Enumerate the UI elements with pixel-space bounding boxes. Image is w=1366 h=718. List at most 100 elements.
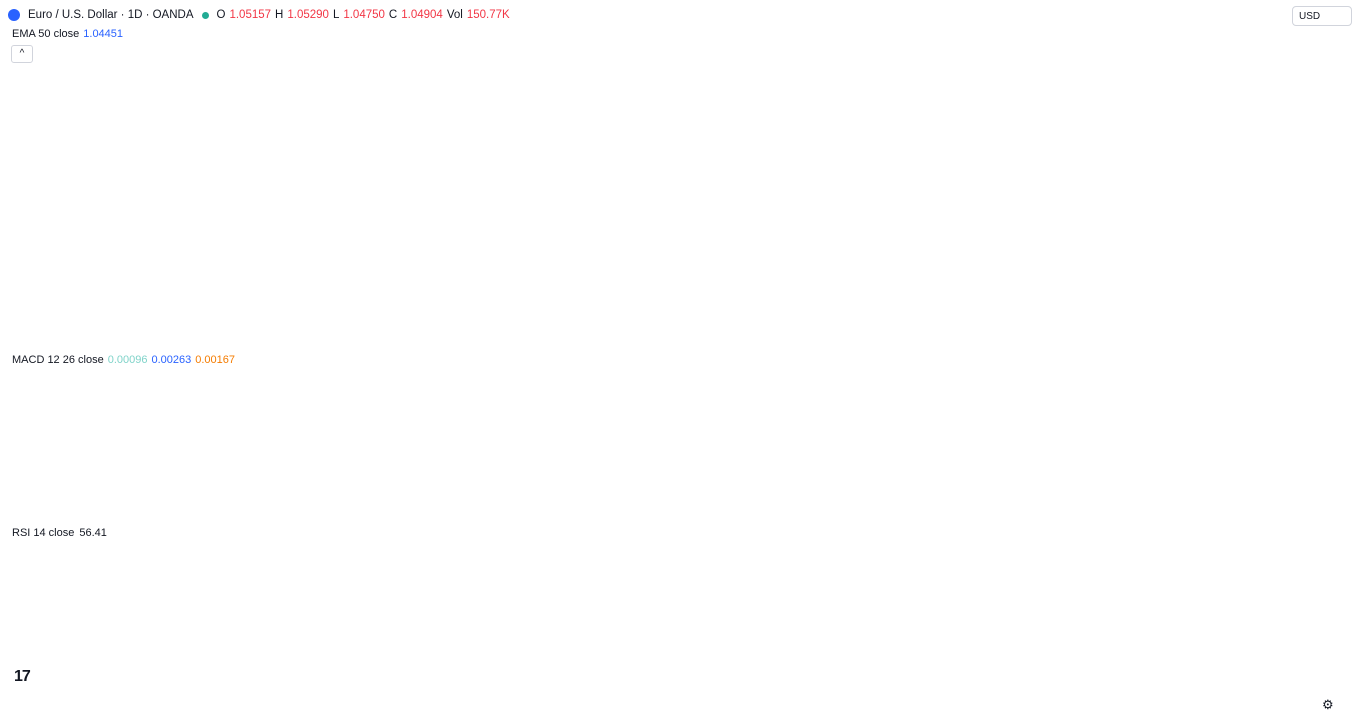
- price-axis-label: 1.08000: [1300, 142, 1344, 156]
- candle-body: [322, 123, 330, 132]
- symbol-title[interactable]: Euro / U.S. Dollar · 1D · OANDA: [28, 9, 194, 21]
- open-value: 1.05157: [229, 9, 272, 21]
- candle-body: [1042, 267, 1050, 271]
- macd-histogram-bar: [1093, 431, 1097, 432]
- macd-histogram-bar: [558, 420, 562, 431]
- candle-body: [820, 148, 828, 158]
- macd-histogram-bar: [358, 423, 362, 431]
- candle-body: [444, 123, 452, 127]
- macd-histogram-bar: [252, 427, 256, 431]
- macd-histogram-bar: [1057, 431, 1061, 433]
- macd-signal-value: 0.00167: [195, 354, 236, 366]
- macd-histogram-bar: [1186, 427, 1190, 431]
- macd-histogram-bar: [23, 420, 27, 431]
- macd-histogram-bar: [1136, 420, 1140, 431]
- macd-histogram-bar: [808, 431, 812, 433]
- settings-gear-icon[interactable]: ⚙: [1322, 697, 1334, 712]
- macd-histogram-bar: [522, 431, 526, 432]
- candle-body: [222, 160, 230, 166]
- rsi-value: 56.41: [79, 527, 107, 539]
- candle-body: [1120, 256, 1128, 277]
- macd-histogram-bar: [494, 420, 498, 431]
- candle-body: [155, 194, 163, 200]
- macd-histogram-bar: [530, 431, 534, 432]
- macd-histogram-bar: [9, 420, 13, 431]
- macd-histogram-bar: [273, 431, 277, 439]
- high-label: H: [275, 9, 284, 21]
- ema-legend[interactable]: EMA 50 close 1.04451: [12, 28, 123, 40]
- macd-histogram-bar: [237, 420, 241, 431]
- macd-histogram-bar: [280, 431, 284, 442]
- candle-body: [355, 154, 363, 172]
- macd-line-value: 0.00263: [151, 354, 192, 366]
- macd-histogram-bar: [708, 431, 712, 432]
- macd-histogram-bar: [1150, 427, 1154, 431]
- macd-histogram-bar: [337, 423, 341, 431]
- macd-histogram-bar: [102, 431, 106, 442]
- macd-label: MACD 12 26 close: [12, 354, 104, 366]
- macd-histogram-bar: [152, 431, 156, 437]
- macd-histogram-bar: [73, 431, 77, 435]
- macd-histogram-bar: [1257, 419, 1261, 431]
- macd-histogram-bar: [2, 420, 6, 431]
- macd-histogram-bar: [587, 418, 591, 431]
- candle-body: [1231, 245, 1239, 251]
- macd-histogram-bar: [786, 431, 790, 439]
- fib-level-label: 50.00% (1.07037): [664, 164, 744, 175]
- macd-legend[interactable]: MACD 12 26 close 0.00096 0.00263 0.00167: [12, 354, 235, 366]
- macd-histogram-bar: [1129, 416, 1133, 431]
- macd-histogram-bar: [1207, 420, 1211, 431]
- candle-body: [377, 177, 385, 180]
- macd-histogram-bar: [965, 420, 969, 431]
- collapse-indicators-button[interactable]: ^: [11, 45, 33, 63]
- macd-histogram-bar: [986, 431, 990, 432]
- macd-histogram-bar: [401, 431, 405, 439]
- macd-histogram-bar: [1029, 431, 1033, 432]
- macd-histogram-bar: [886, 431, 890, 442]
- candle-body: [687, 49, 695, 56]
- macd-histogram-bar: [736, 431, 740, 442]
- macd-histogram-bar: [38, 420, 42, 431]
- rsi-legend[interactable]: RSI 14 close 56.41: [12, 527, 107, 539]
- macd-histogram-bar: [915, 431, 919, 435]
- macd-histogram-bar: [202, 420, 206, 431]
- time-axis-label: Aug: [539, 699, 560, 713]
- currency-button[interactable]: USD: [1292, 6, 1352, 26]
- macd-histogram-bar: [836, 420, 840, 431]
- macd-histogram-bar: [908, 431, 912, 439]
- candle-body: [89, 134, 97, 144]
- macd-histogram-bar: [1014, 423, 1018, 431]
- macd-axis-label: 0.00000: [1300, 424, 1344, 438]
- candle-body: [621, 41, 629, 45]
- macd-histogram-bar: [822, 427, 826, 431]
- candle-body: [854, 120, 862, 132]
- candle-body: [965, 213, 973, 220]
- rsi-label: RSI 14 close: [12, 527, 75, 539]
- candle-body: [466, 126, 474, 130]
- macd-histogram-bar: [565, 420, 569, 431]
- candle-body: [876, 151, 884, 166]
- macd-histogram-bar: [651, 431, 655, 432]
- candle-body: [588, 75, 596, 84]
- macd-histogram-bar: [501, 423, 505, 431]
- candle-body: [998, 228, 1006, 237]
- macd-histogram-bar: [1114, 409, 1118, 431]
- low-label: L: [332, 9, 340, 21]
- macd-histogram-bar: [594, 416, 598, 431]
- close-value: 1.04904: [401, 9, 443, 21]
- macd-histogram-bar: [622, 431, 626, 432]
- candle-body: [577, 83, 585, 98]
- time-axis-label: Mar: [1270, 699, 1291, 713]
- macd-histogram-bar: [893, 431, 897, 442]
- close-label: C: [388, 9, 398, 21]
- candle-body: [931, 219, 939, 240]
- macd-histogram-bar: [316, 431, 320, 435]
- macd-histogram-bar: [1107, 416, 1111, 431]
- macd-histogram-bar: [301, 431, 305, 442]
- candle-body: [976, 213, 984, 223]
- candle-body: [44, 112, 52, 124]
- fib-level-label: 61.80% (1.08244): [664, 130, 744, 141]
- candle-body: [643, 49, 651, 64]
- macd-histogram-bar: [1043, 431, 1047, 432]
